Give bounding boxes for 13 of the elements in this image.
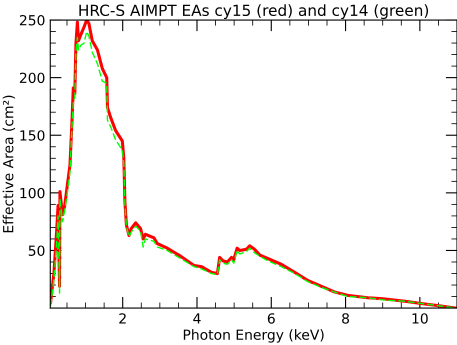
y-tick-label: 200	[20, 72, 44, 84]
x-axis-title: Photon Energy (keV)	[184, 329, 324, 343]
y-axis-title: Effective Area (cm²)	[2, 96, 16, 232]
y-tick-label: 100	[20, 188, 44, 198]
x-tick-label: 4	[193, 313, 201, 324]
x-tick-label: 6	[268, 313, 275, 324]
y-tick-label: 150	[20, 130, 44, 141]
x-tick-label: 8	[342, 313, 350, 324]
y-tick-label: 250	[20, 14, 44, 26]
x-tick-label: 2	[119, 313, 126, 324]
y-tick-label: 50	[28, 245, 44, 256]
chart-title: HRC-S AIMPT EAs cy15 (red) and cy14 (green)	[79, 4, 428, 20]
x-tick-label: 10	[412, 313, 428, 324]
